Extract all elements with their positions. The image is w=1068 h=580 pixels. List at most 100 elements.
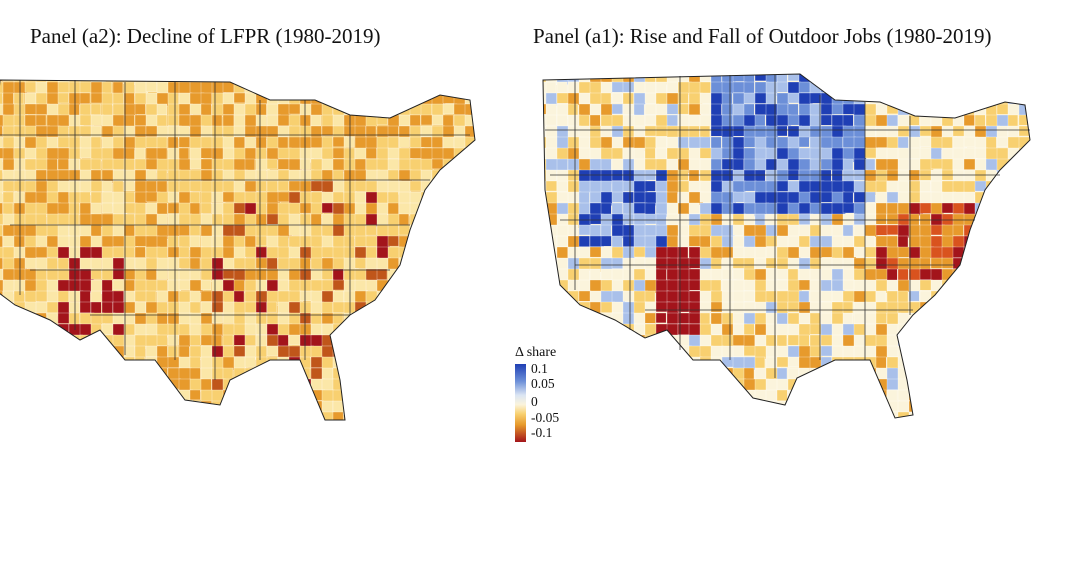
county-cell [277,367,291,379]
county-cell [80,445,92,450]
county-cell [453,213,465,225]
county-cell [68,301,80,313]
county-cell [354,268,368,282]
county-cell [787,114,801,126]
county-cell [134,246,146,258]
county-cell [875,81,888,94]
county-cell [387,202,399,216]
county-cell [1008,423,1019,436]
county-cell [277,235,289,249]
county-cell [985,378,997,391]
county-cell [996,301,1011,313]
county-cell [700,60,710,71]
county-cell [14,445,27,450]
county-cell [476,60,486,73]
county-cell [1063,137,1065,148]
county-cell [266,378,279,391]
county-cell [864,345,877,358]
county-cell [388,445,402,450]
county-cell [798,147,812,159]
county-cell [897,92,911,108]
county-cell [376,334,391,346]
county-cell [35,158,49,170]
county-cell [875,312,887,324]
county-cell [985,268,998,283]
county-cell [476,192,488,204]
county-cell [655,268,667,281]
county-cell [57,224,69,237]
county-cell [809,389,821,404]
county-cell [189,235,201,248]
county-cell [277,80,290,82]
county-cell [135,434,149,446]
county-cell [578,246,592,260]
county-cell [178,224,190,236]
county-cell [886,301,899,315]
county-cell [1052,423,1064,436]
county-cell [145,158,159,170]
county-cell [1041,302,1055,313]
county-cell [941,136,953,150]
county-cell [69,445,82,450]
county-cell [79,378,94,391]
county-cell [611,235,623,248]
county-cell [453,202,465,217]
county-cell [211,246,224,259]
county-cell [57,389,70,401]
county-cell [721,312,734,326]
county-cell [711,445,724,450]
county-cell [101,411,116,420]
county-cell [1029,125,1030,138]
county-cell [277,81,289,94]
county-cell [864,378,877,394]
county-cell [24,114,37,128]
county-cell [919,81,934,97]
county-cell [1008,445,1019,450]
county-cell [420,345,434,361]
county-cell [985,202,998,217]
county-cell [919,136,932,148]
county-cell [432,445,444,450]
county-cell [222,323,235,336]
county-cell [112,213,125,226]
county-cell [167,80,182,82]
county-cell [688,312,701,325]
county-cell [343,367,357,380]
county-cell [476,313,487,323]
county-cell [464,169,475,182]
county-cell [1063,82,1065,93]
county-cell [744,423,756,433]
county-cell [909,423,921,433]
county-cell [952,400,968,415]
county-cell [820,334,834,346]
county-cell [1041,247,1051,260]
county-cell [1063,357,1065,368]
county-cell [476,346,489,360]
county-cell [985,224,1000,238]
county-cell [398,367,413,382]
county-cell [453,191,468,204]
county-cell [952,367,967,382]
county-cell [278,60,289,72]
county-cell [600,92,612,106]
county-cell [464,213,475,226]
county-cell [1063,280,1065,291]
county-cell [919,279,933,291]
county-cell [453,158,467,173]
county-cell [930,279,943,292]
county-cell [974,290,986,305]
county-cell [1029,367,1030,381]
county-cell [766,423,779,434]
county-cell [589,125,601,138]
county-cell [190,60,204,71]
county-cell [710,158,722,172]
county-cell [464,202,475,216]
county-cell [589,356,604,371]
county-cell [667,445,680,450]
county-cell [476,445,489,450]
county-cell [145,323,158,337]
county-cell [952,323,964,335]
county-cell [886,356,899,370]
county-cell [299,103,313,116]
county-cell [135,60,149,72]
